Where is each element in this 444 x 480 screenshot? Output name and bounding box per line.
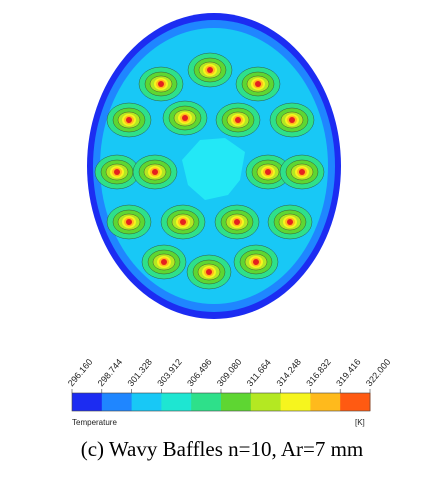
colorbar-swatch [310, 393, 341, 411]
hot-spot [287, 219, 293, 225]
colorbar-label: Temperature [72, 418, 117, 427]
colorbar-unit: [K] [355, 418, 365, 427]
colorbar-tick-label: 309.080 [215, 357, 244, 388]
colorbar-swatch [161, 393, 192, 411]
hot-spot [114, 169, 120, 175]
colorbar-tick-label: 314.248 [274, 357, 303, 388]
hot-spot [289, 117, 295, 123]
colorbar-swatch [101, 393, 133, 411]
hot-spot [206, 269, 212, 275]
colorbar-swatch [340, 393, 371, 411]
hot-spot [207, 67, 213, 73]
colorbar-swatch [191, 393, 222, 411]
hot-spot [126, 117, 132, 123]
hot-spot [161, 259, 167, 265]
colorbar-tick-label: 322.000 [364, 357, 393, 388]
hot-spot [126, 219, 132, 225]
colorbar-swatch [72, 393, 103, 411]
colorbar-tick-label: 311.664 [245, 357, 273, 388]
colorbar-tick-label: 316.832 [304, 357, 333, 388]
hot-spot [265, 169, 271, 175]
center-region [182, 138, 245, 200]
colorbar-tick-label: 306.496 [185, 357, 214, 388]
colorbar-swatch [131, 393, 162, 411]
hot-spot [152, 169, 158, 175]
hot-spot [234, 219, 240, 225]
colorbar-tick-label: 301.328 [125, 357, 154, 388]
hot-spot [255, 81, 261, 87]
colorbar-tick-label: 303.912 [155, 357, 184, 388]
colorbar-swatch [280, 393, 311, 411]
colorbar-tick-label: 319.416 [334, 357, 363, 388]
colorbar-swatch [221, 393, 252, 411]
hot-spot [299, 169, 305, 175]
hot-spot [158, 81, 164, 87]
hot-spot [253, 259, 259, 265]
colorbar: 296.160 298.744 301.328 303.912 306.496 309.0… [66, 357, 393, 412]
hot-spot [182, 115, 188, 121]
hot-spot [180, 219, 186, 225]
colorbar-tick-label: 298.744 [96, 357, 125, 388]
contour-plot [87, 13, 341, 319]
caption: (c) Wavy Baffles n=10, Ar=7 mm [81, 437, 364, 461]
colorbar-swatch [250, 393, 282, 411]
hot-spot [235, 117, 241, 123]
colorbar-tick-label: 296.160 [66, 357, 95, 388]
